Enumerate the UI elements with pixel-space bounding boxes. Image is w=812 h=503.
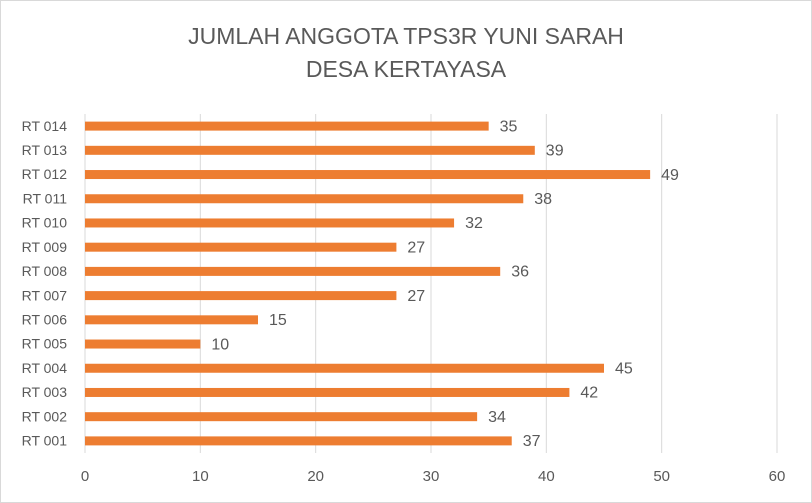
x-tick-label: 0 — [81, 468, 89, 485]
bar — [85, 363, 604, 373]
data-label: 39 — [546, 143, 564, 160]
data-label: 32 — [465, 215, 483, 232]
y-tick-label: RT 013 — [22, 142, 68, 158]
y-tick-label: RT 004 — [22, 360, 68, 376]
data-label: 15 — [269, 312, 287, 329]
bar — [85, 218, 455, 228]
data-label: 27 — [407, 288, 425, 305]
data-label: 42 — [580, 385, 598, 402]
bar — [85, 121, 489, 131]
x-tick-label: 40 — [538, 468, 555, 485]
y-tick-label: RT 011 — [23, 190, 68, 206]
data-label: 37 — [523, 433, 541, 450]
data-label: 49 — [661, 167, 679, 184]
bar — [85, 291, 397, 301]
y-tick-label: RT 008 — [22, 263, 68, 279]
x-tick-label: 10 — [192, 468, 209, 485]
y-tick-label: RT 002 — [22, 408, 68, 424]
data-label: 35 — [500, 118, 518, 135]
data-label: 45 — [615, 360, 633, 377]
chart-title: JUMLAH ANGGOTA TPS3R YUNI SARAH — [188, 23, 624, 49]
y-tick-label: RT 005 — [22, 336, 68, 352]
x-tick-label: 60 — [769, 468, 786, 485]
bar — [85, 170, 651, 180]
x-tick-label: 20 — [307, 468, 324, 485]
x-tick-label: 50 — [653, 468, 670, 485]
y-tick-label: RT 010 — [22, 215, 68, 231]
y-tick-label: RT 014 — [22, 118, 68, 134]
bar — [85, 436, 512, 446]
data-label: 38 — [534, 191, 552, 208]
bar — [85, 242, 397, 252]
data-label: 34 — [488, 409, 506, 426]
bar — [85, 266, 501, 276]
y-tick-label: RT 012 — [22, 166, 68, 182]
y-tick-label: RT 001 — [22, 433, 68, 449]
chart-title: DESA KERTAYASA — [306, 56, 507, 82]
bar — [85, 339, 201, 349]
data-label: 36 — [511, 264, 529, 281]
y-tick-label: RT 007 — [22, 287, 68, 303]
x-tick-label: 30 — [423, 468, 440, 485]
bar — [85, 315, 258, 325]
bar — [85, 194, 524, 204]
y-tick-label: RT 003 — [22, 384, 68, 400]
bar — [85, 387, 570, 397]
data-label: 27 — [407, 239, 425, 256]
data-label: 10 — [211, 336, 229, 353]
bar — [85, 412, 478, 422]
y-tick-label: RT 009 — [22, 239, 68, 255]
y-tick-label: RT 006 — [22, 312, 68, 328]
bar — [85, 145, 535, 155]
